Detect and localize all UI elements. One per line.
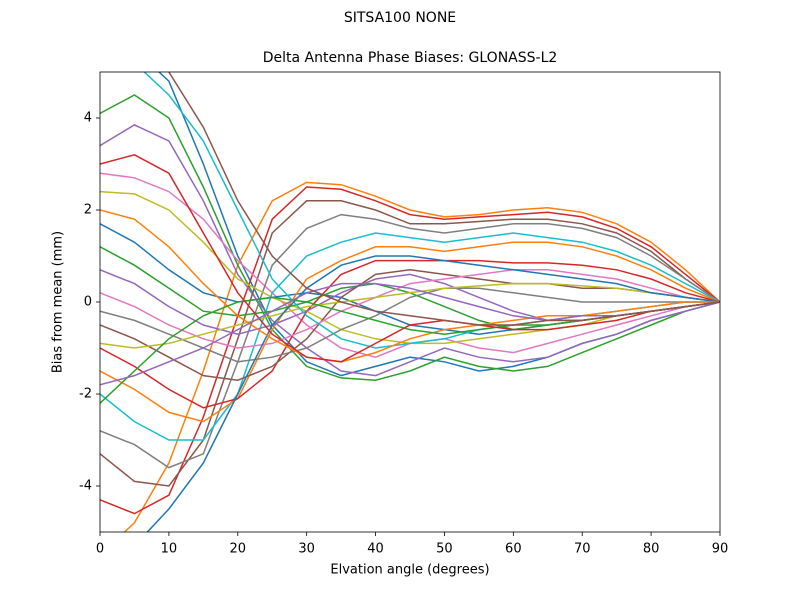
x-tick-label: 50 bbox=[436, 542, 453, 557]
series-line bbox=[100, 259, 720, 409]
series-line bbox=[100, 232, 720, 441]
x-tick-label: 40 bbox=[367, 542, 384, 557]
x-tick-label: 70 bbox=[574, 542, 591, 557]
series-line bbox=[123, 181, 720, 532]
suptitle: SITSA100 NONE bbox=[344, 10, 456, 26]
x-tick-label: 60 bbox=[505, 542, 522, 557]
x-tick-label: 10 bbox=[161, 542, 178, 557]
series-line bbox=[100, 255, 720, 532]
series-line bbox=[100, 269, 720, 349]
x-tick-label: 0 bbox=[96, 542, 104, 557]
series-line bbox=[100, 213, 720, 469]
x-axis-label: Elvation angle (degrees) bbox=[330, 563, 489, 578]
x-tick-label: 80 bbox=[643, 542, 660, 557]
y-tick-label: -4 bbox=[79, 479, 92, 494]
series-line bbox=[100, 209, 720, 363]
y-tick-label: -2 bbox=[79, 387, 92, 402]
y-tick-label: 0 bbox=[84, 295, 92, 310]
series-line bbox=[100, 241, 720, 423]
y-axis-label: Bias from mean (mm) bbox=[51, 231, 66, 373]
x-tick-label: 20 bbox=[230, 542, 247, 557]
series-line bbox=[100, 94, 720, 381]
series-line bbox=[100, 282, 720, 349]
series-line bbox=[100, 124, 720, 377]
x-tick-label: 90 bbox=[712, 542, 729, 557]
y-tick-label: 2 bbox=[84, 203, 92, 218]
y-tick-label: 4 bbox=[84, 111, 92, 126]
plot-area bbox=[100, 72, 720, 532]
series-line bbox=[167, 72, 720, 326]
x-tick-label: 30 bbox=[298, 542, 315, 557]
series-line bbox=[100, 153, 720, 363]
chart-title: Delta Antenna Phase Biases: GLONASS-L2 bbox=[263, 50, 558, 66]
series-line bbox=[100, 186, 720, 515]
